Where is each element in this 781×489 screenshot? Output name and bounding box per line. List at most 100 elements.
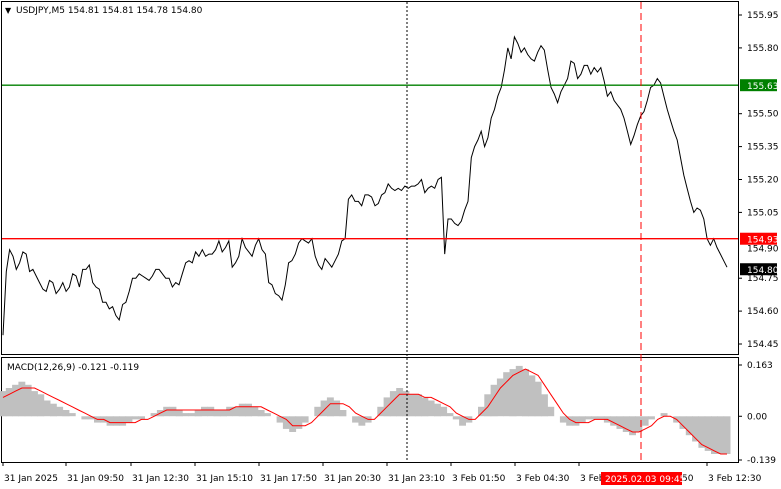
macd-bar — [389, 391, 397, 417]
macd-bar — [541, 394, 548, 417]
macd-bar — [490, 384, 498, 417]
macd-bar — [18, 381, 26, 417]
macd-bar — [112, 416, 120, 426]
current-price-text: 154.80 — [747, 266, 779, 276]
price-tick-label: 154.60 — [747, 307, 779, 317]
macd-bar — [213, 410, 221, 417]
macd-bar — [585, 416, 592, 420]
price-levels: 155.63 154.93 — [2, 79, 779, 246]
macd-bar — [251, 406, 259, 417]
macd-bar — [415, 394, 422, 417]
markers — [406, 2, 642, 462]
macd-bar — [572, 416, 580, 426]
macd-bar — [534, 381, 542, 417]
macd-axis: 0.163 0.00 -0.139 — [738, 361, 776, 466]
level-badge — [740, 79, 777, 92]
macd-bar — [0, 391, 7, 417]
macd-bar — [163, 406, 171, 417]
price-tick-label: 155.50 — [747, 110, 779, 120]
macd-bar — [194, 410, 202, 417]
macd-bar — [685, 416, 693, 436]
macd-bar — [377, 406, 385, 417]
time-tick-label: 3 Feb — [580, 474, 605, 484]
macd-bar — [434, 403, 441, 417]
level-badge-text: 155.63 — [747, 82, 779, 92]
macd-bar — [201, 406, 208, 417]
macd-bar — [635, 416, 643, 432]
macd-bar — [226, 406, 234, 417]
macd-bar — [175, 410, 183, 417]
macd-bar — [515, 365, 523, 417]
macd-bar — [648, 416, 655, 420]
macd-bar — [232, 406, 240, 417]
macd-bar — [440, 406, 448, 417]
macd-bar — [150, 413, 158, 417]
time-tick-label-partial: 50 — [682, 474, 694, 484]
time-tick-label: 31 Jan 2025 — [4, 474, 58, 484]
macd-bar — [106, 416, 114, 426]
macd-bar — [339, 410, 347, 417]
macd-bar — [478, 406, 485, 417]
macd-bar — [282, 416, 290, 429]
macd-bar — [566, 416, 574, 426]
cursor-time-text: 2025.02.03 09:45 — [605, 475, 685, 485]
macd-bar — [31, 391, 38, 417]
macd-bar — [314, 406, 322, 417]
macd-bar — [43, 400, 51, 417]
time-tick-label: 3 Feb 04:30 — [516, 474, 570, 484]
macd-bar — [326, 397, 334, 417]
macd-bar — [427, 400, 435, 417]
time-tick-label: 31 Jan 09:50 — [67, 474, 124, 484]
macd-bar — [257, 410, 265, 417]
macd-bar — [704, 416, 712, 451]
macd-bar — [87, 416, 95, 420]
macd-bar — [81, 416, 89, 420]
macd-bar — [131, 416, 139, 420]
macd-signal-line — [2, 368, 727, 455]
macd-label: MACD(12,26,9) -0.121 -0.119 — [7, 363, 139, 373]
macd-bar — [408, 394, 416, 417]
macd-bar — [452, 416, 460, 420]
collapse-triangle-icon[interactable]: ▼ — [5, 6, 12, 15]
price-tick-label: 154.75 — [747, 274, 779, 284]
macd-bar — [5, 388, 13, 417]
macd-bar — [245, 403, 252, 417]
macd-panel — [1, 357, 739, 463]
cursor-time-badge — [601, 472, 682, 485]
macd-bar — [723, 416, 731, 454]
macd-bar — [49, 403, 57, 417]
macd-bar — [496, 378, 504, 417]
macd-tick-label: 0.00 — [747, 412, 767, 422]
price-series — [2, 35, 728, 336]
macd-bar — [68, 413, 76, 417]
macd-bar — [169, 406, 177, 417]
macd-bar — [692, 416, 699, 442]
level-badge — [740, 232, 777, 245]
macd-histogram — [0, 365, 731, 455]
time-tick-label: 31 Jan 17:50 — [260, 474, 317, 484]
macd-bar — [125, 416, 133, 423]
price-sub-label: 154.90 — [747, 245, 779, 255]
macd-bar — [264, 413, 271, 417]
price-line — [2, 35, 728, 336]
time-tick-label: 31 Jan 23:10 — [388, 474, 445, 484]
macd-bar — [12, 384, 19, 417]
macd-bar — [119, 416, 127, 426]
macd-bar — [301, 416, 309, 423]
level-badge-text: 154.93 — [747, 236, 779, 246]
macd-bar — [421, 397, 429, 417]
macd-bar — [711, 416, 718, 454]
symbol-ohlc-label: USDJPY,M5 154.81 154.81 154.78 154.80 — [16, 6, 203, 16]
macd-bar — [597, 416, 605, 420]
macd-bar — [56, 406, 64, 417]
macd-bar — [219, 410, 227, 417]
macd-bar — [578, 416, 586, 423]
price-tick-label: 155.05 — [747, 208, 779, 218]
macd-bar — [62, 410, 70, 417]
price-tick-label: 155.20 — [747, 176, 779, 186]
time-tick-label: 31 Jan 15:10 — [196, 474, 253, 484]
macd-bar — [629, 416, 636, 436]
time-tick-label: 3 Feb 01:50 — [452, 474, 506, 484]
macd-tick-label: 0.163 — [747, 361, 773, 371]
